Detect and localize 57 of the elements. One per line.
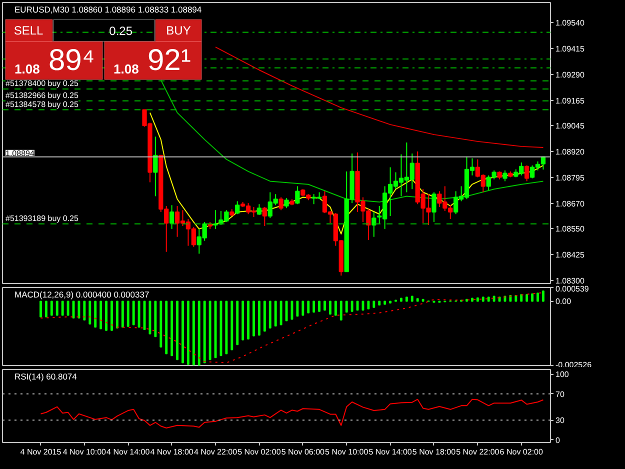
- candlestick: [295, 186, 300, 205]
- ref-line-label: #51393189 buy 0.25: [6, 214, 80, 223]
- annotation: SELL: [14, 24, 44, 38]
- ref-line-label: #51378400 buy 0.25: [6, 78, 80, 88]
- y-tick-label: 70: [556, 390, 565, 399]
- candlestick: [524, 164, 530, 182]
- y-tick-label: 1.09165: [556, 96, 585, 106]
- x-tick-label: 5 Nov 06:00: [281, 448, 326, 456]
- y-tick-label: 30: [556, 416, 565, 426]
- candlestick: [153, 136, 158, 197]
- chart-title: EURUSD,M30 1.08860 1.08896 1.08833 1.08894: [14, 4, 202, 14]
- y-tick-label: 0: [556, 436, 560, 445]
- x-tick-label: 6 Nov 02:00: [500, 448, 544, 456]
- y-tick-label: 1.08300: [556, 276, 585, 286]
- candlestick: [262, 206, 267, 227]
- candlestick: [213, 210, 218, 230]
- annotation: 0.25: [109, 24, 133, 38]
- candlestick: [235, 200, 240, 215]
- x-tick-label: 5 Nov 14:00: [368, 448, 412, 456]
- y-tick-label: 1.09290: [556, 70, 585, 80]
- line-series: [40, 398, 544, 428]
- candlestick: [278, 196, 284, 211]
- x-tick-label: 5 Nov 02:00: [238, 448, 282, 456]
- y-tick-label: 1.08795: [556, 173, 585, 182]
- x-tick-label: 4 Nov 10:00: [62, 448, 107, 456]
- y-tick-label: 1.08425: [556, 250, 585, 260]
- annotation: BUY: [166, 24, 191, 38]
- candlestick: [432, 192, 436, 223]
- y-tick-label: 0.00: [556, 297, 572, 306]
- candlestick: [256, 204, 262, 216]
- y-tick-label: 1.09540: [556, 18, 585, 28]
- x-tick-label: 4 Nov 18:00: [150, 448, 194, 456]
- x-tick-label: 5 Nov 22:00: [456, 448, 500, 456]
- ref-line-label: #51384578 buy 0.25: [6, 100, 80, 109]
- ref-line-label: 1.08894: [6, 148, 35, 158]
- line-series: [215, 46, 544, 148]
- x-tick-label: 4 Nov 22:00: [194, 448, 238, 456]
- y-tick-label: 1.08670: [556, 200, 585, 209]
- y-tick-label: 1.08550: [556, 224, 585, 234]
- ref-line-label: #51382966 buy 0.25: [6, 90, 80, 100]
- y-tick-label: 1.09415: [556, 44, 585, 54]
- y-tick-label: 1.09045: [556, 121, 585, 130]
- annotation: 1.08 92¹: [114, 44, 191, 77]
- candlestick: [284, 198, 289, 209]
- y-tick-label: 100: [556, 370, 570, 380]
- y-tick-label: 0.000539: [556, 284, 590, 294]
- annotation: 1.08 89⁴: [14, 44, 95, 77]
- y-tick-label: 1.08920: [556, 147, 585, 156]
- x-tick-label: 4 Nov 2015: [20, 448, 62, 456]
- x-tick-label: 5 Nov 18:00: [412, 448, 456, 456]
- x-tick-label: 5 Nov 10:00: [325, 448, 369, 456]
- candlestick: [372, 212, 376, 238]
- candlestick: [169, 204, 174, 230]
- x-tick-label: 4 Nov 14:00: [106, 448, 150, 456]
- candlestick: [502, 170, 508, 182]
- chart-title: MACD(12,26,9) 0.000400 0.000337: [14, 290, 150, 300]
- chart-title: RSI(14) 60.8074: [14, 372, 78, 382]
